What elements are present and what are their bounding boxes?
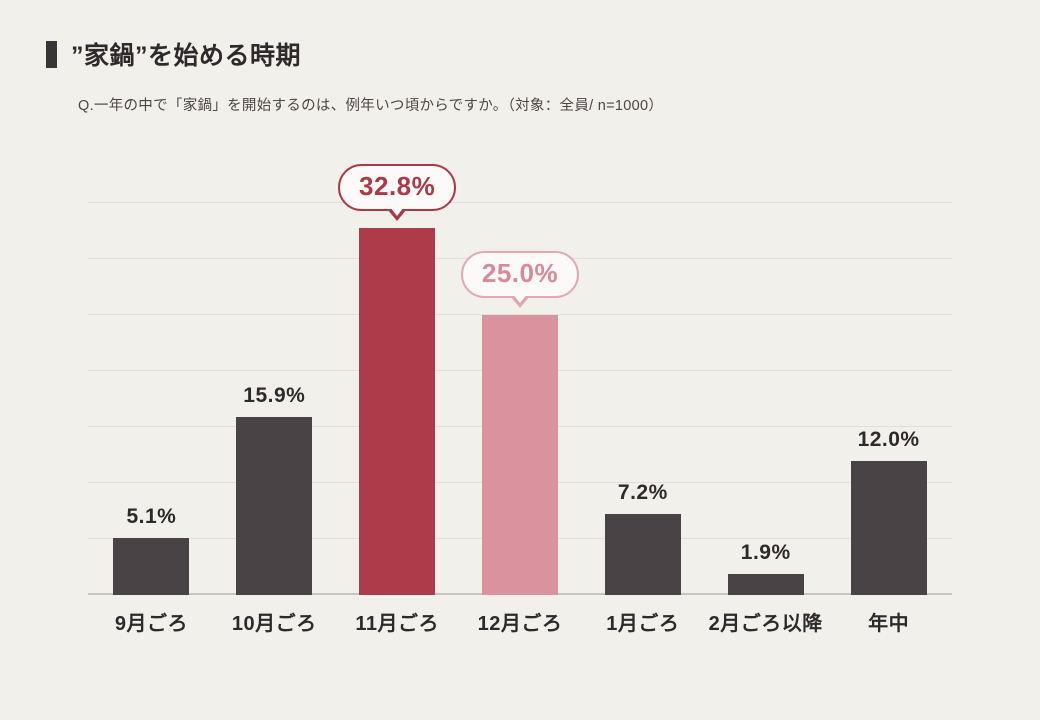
chart-column: 12.0% bbox=[827, 155, 950, 595]
bar-4 bbox=[482, 315, 558, 595]
x-axis-label: 1月ごろ bbox=[606, 613, 680, 635]
bar-1 bbox=[113, 537, 190, 595]
x-axis-label: 12月ごろ bbox=[477, 613, 563, 635]
bar-5 bbox=[604, 514, 681, 595]
x-axis-labels: 9月ごろ 10月ごろ 11月ごろ 12月ごろ 1月ごろ 2月ごろ以降 年中 bbox=[90, 607, 950, 636]
bar-value-label: 12.0% bbox=[857, 427, 920, 451]
chart-column: 25.0% bbox=[459, 155, 582, 595]
bar-3 bbox=[359, 227, 436, 595]
callout-pointer-inner bbox=[390, 206, 405, 216]
x-axis-label: 9月ごろ bbox=[114, 613, 188, 635]
title-marker bbox=[46, 40, 57, 68]
x-axis-label: 年中 bbox=[868, 613, 910, 635]
callout-secondary: 25.0% bbox=[460, 251, 580, 308]
bar-2 bbox=[236, 416, 313, 595]
x-axis-label: 2月ごろ以降 bbox=[708, 613, 823, 635]
chart-column: 7.2% bbox=[581, 155, 704, 595]
bar-value-label: 7.2% bbox=[617, 481, 668, 505]
plot-area: 5.1% 15.9% 32.8% 25.0% 7.2% 1.9% 12.0% bbox=[88, 155, 952, 595]
callout-pointer-inner bbox=[513, 294, 527, 303]
x-axis-label: 10月ごろ bbox=[231, 613, 317, 635]
chart-header: ”家鍋”を始める時期 bbox=[46, 36, 301, 72]
chart-column: 15.9% bbox=[213, 155, 336, 595]
chart-column: 32.8% bbox=[336, 155, 459, 595]
bar-value-label: 1.9% bbox=[740, 540, 791, 564]
columns: 5.1% 15.9% 32.8% 25.0% 7.2% 1.9% 12.0% bbox=[90, 155, 950, 595]
x-axis-label: 11月ごろ bbox=[355, 613, 439, 635]
gridline bbox=[88, 202, 952, 203]
page-title: ”家鍋”を始める時期 bbox=[71, 42, 302, 70]
chart-subtitle: Q.一年の中で「家鍋」を開始するのは、例年いつ頃からですか。（対象：全員/ n=… bbox=[78, 98, 664, 114]
chart-column: 5.1% bbox=[90, 155, 213, 595]
bar-value-label: 15.9% bbox=[243, 383, 306, 407]
chart-column: 1.9% bbox=[704, 155, 827, 595]
bar-7 bbox=[850, 460, 927, 595]
callout-primary: 32.8% bbox=[338, 163, 457, 221]
bar-6 bbox=[727, 573, 804, 595]
gridline bbox=[88, 314, 952, 315]
bar-value-label: 5.1% bbox=[126, 504, 177, 528]
